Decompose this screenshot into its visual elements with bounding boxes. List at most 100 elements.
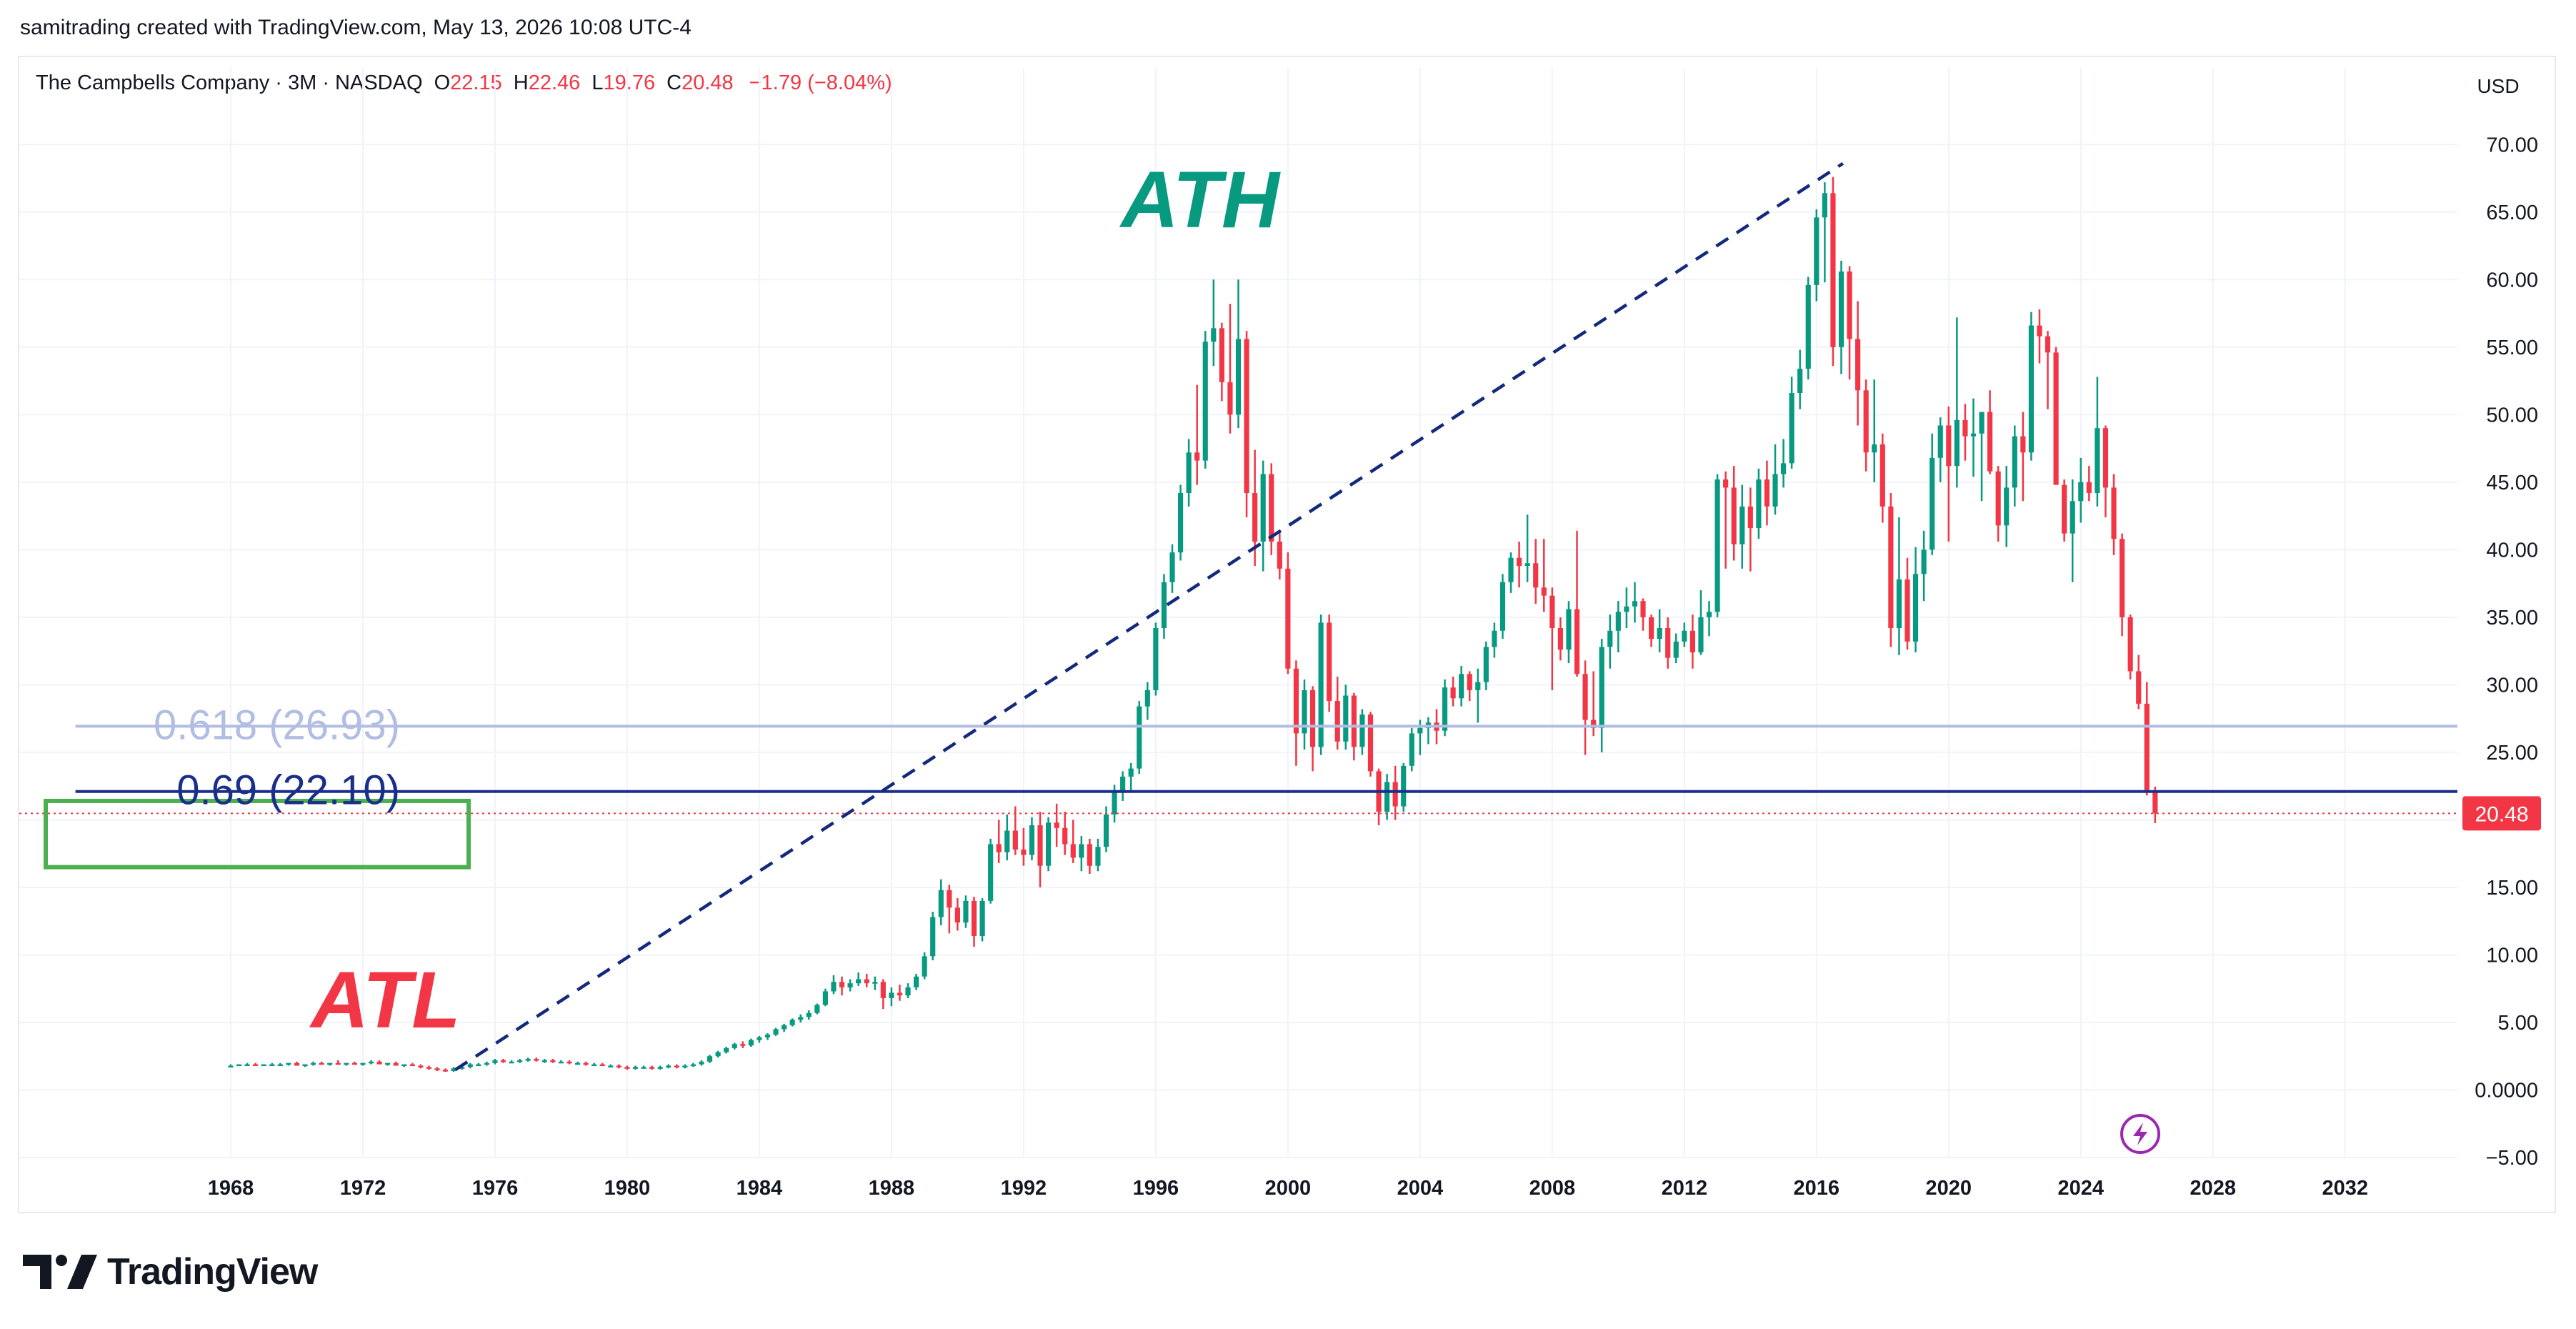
candle-body (847, 983, 853, 987)
candle-body (393, 1062, 399, 1066)
candle-body (724, 1047, 729, 1052)
candle-body (1541, 587, 1547, 596)
candle-body (979, 900, 985, 936)
currency-button[interactable]: USD (2477, 75, 2520, 97)
candle-body (1186, 452, 1192, 493)
candle-body (566, 1061, 572, 1064)
candle-body (244, 1064, 250, 1067)
candle-body (583, 1062, 589, 1065)
candle-body (2095, 428, 2100, 493)
x-tick-label: 1992 (1001, 1177, 1047, 1200)
candle-body (442, 1070, 449, 1072)
candle-body (1202, 342, 1208, 461)
candle-body (1260, 474, 1266, 542)
candle-body (988, 844, 994, 901)
candle-body (1492, 630, 1497, 647)
candle-body (963, 900, 969, 923)
candle-body (1772, 474, 1778, 507)
candle-body (814, 1005, 820, 1013)
candle-body (1508, 557, 1514, 582)
candle-body (1838, 271, 1844, 347)
high-value: 22.46 (528, 71, 581, 94)
ath-label: ATH (1119, 155, 1281, 244)
candle-body (1120, 776, 1126, 790)
x-tick-label: 2028 (2190, 1177, 2237, 1200)
candle-body (1054, 822, 1059, 828)
candle-body (1756, 479, 1762, 529)
candle-body (1896, 579, 1902, 628)
candle-body (1632, 601, 1638, 607)
candle-body (1062, 827, 1068, 845)
candle-body (2004, 487, 2010, 526)
drawing-overlays (19, 161, 2457, 1072)
candle-body (1475, 682, 1481, 690)
candle-body (1789, 393, 1794, 464)
candle-body (1533, 563, 1539, 588)
chart-frame (18, 56, 2556, 1213)
candle-body (1483, 647, 1489, 682)
candle-body (1367, 714, 1374, 772)
candle-body (434, 1068, 440, 1070)
candle-body (1764, 479, 1770, 507)
candle-body (798, 1017, 804, 1020)
candle-body (914, 976, 919, 987)
candle-body (674, 1065, 679, 1067)
candle-body (1979, 412, 1985, 434)
candle-body (806, 1012, 812, 1017)
candle-body (1269, 474, 1274, 542)
candle-body (872, 982, 878, 984)
candle-body (228, 1065, 234, 1067)
candle-body (1582, 674, 1588, 720)
candle-body (2127, 617, 2133, 672)
candle-body (1334, 701, 1340, 742)
y-tick-label: 30.00 (2486, 674, 2538, 697)
candle-body (1607, 630, 1613, 647)
candle-body (2070, 501, 2075, 534)
x-tick-label: 1984 (737, 1177, 783, 1200)
candle-body (401, 1064, 407, 1067)
trendline (454, 161, 1844, 1072)
candle-body (649, 1067, 655, 1069)
candle-body (2037, 325, 2042, 337)
candle-body (1161, 582, 1167, 628)
x-tick-label: 1996 (1133, 1177, 1179, 1200)
x-tick-label: 2024 (2058, 1177, 2105, 1200)
close-value: 20.48 (682, 71, 734, 94)
candle-body (1888, 506, 1894, 628)
candle-body (327, 1062, 333, 1065)
candle-body (831, 982, 837, 992)
candle-body (608, 1065, 614, 1067)
candle-body (451, 1068, 456, 1072)
candle-body (1929, 457, 1935, 550)
candle-body (351, 1062, 357, 1065)
candle-body (1780, 463, 1787, 474)
candle-body (632, 1067, 639, 1069)
candle-body (591, 1064, 597, 1067)
candle-body (930, 917, 936, 957)
y-tick-label: 65.00 (2486, 201, 2538, 224)
candle-body (971, 900, 977, 936)
candle-body (616, 1065, 621, 1067)
candle-body (1079, 844, 1084, 858)
candle-body (409, 1064, 415, 1067)
candle-body (740, 1044, 746, 1046)
candle-body (541, 1060, 547, 1062)
candle-body (1194, 452, 1200, 461)
candle-body (1549, 595, 1555, 628)
candle-body (534, 1059, 539, 1061)
candle-body (368, 1061, 374, 1064)
candlestick-chart[interactable]: 1968 1972 1976 1980 1984 1988 1992 1996 2000 2004… (0, 0, 2576, 1229)
candle-body (624, 1067, 630, 1069)
candle-body (1384, 782, 1390, 812)
candle-body (1351, 695, 1357, 747)
candle-body (2144, 703, 2150, 790)
symbol-name[interactable]: The Campbells Company · 3M · NASDAQ (36, 71, 423, 94)
low-label: L (591, 71, 604, 94)
candle-body (1235, 339, 1242, 415)
candle-body (1417, 727, 1423, 734)
candle-body (1615, 612, 1621, 631)
candle-body (1797, 369, 1803, 394)
candle-body (319, 1062, 324, 1065)
candle-body (922, 956, 927, 977)
tradingview-logo[interactable]: TradingView (23, 1250, 318, 1293)
